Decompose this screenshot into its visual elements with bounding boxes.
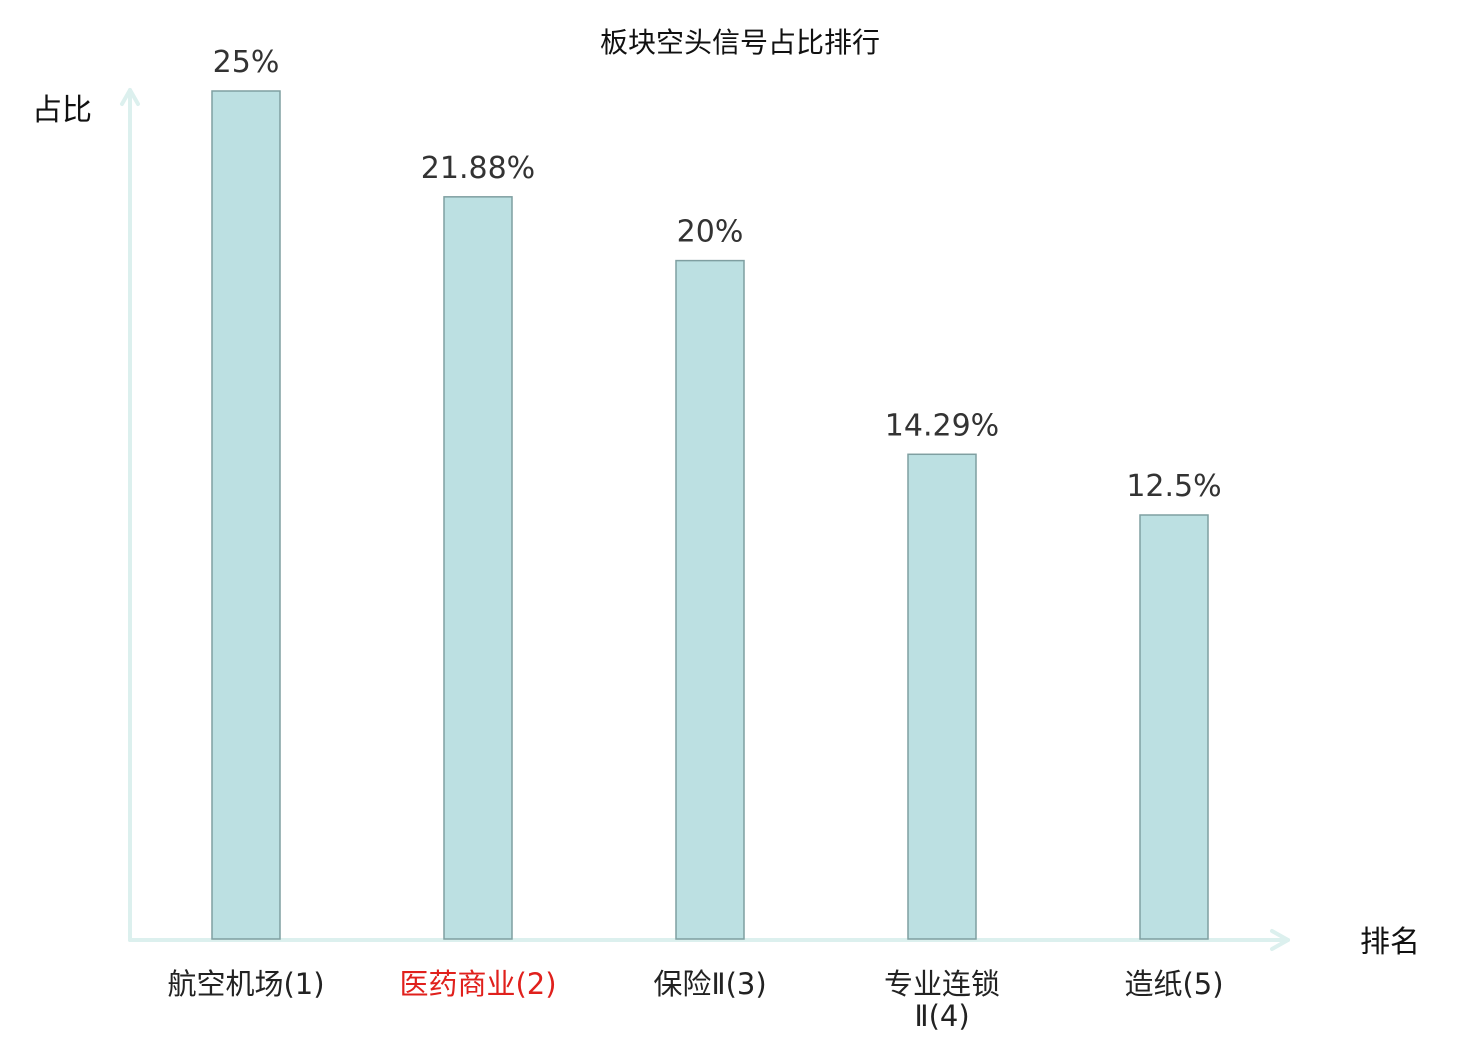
value-label-1: 25%	[213, 45, 280, 80]
value-label-3: 20%	[677, 215, 744, 250]
bar-5	[1139, 514, 1209, 940]
value-labels-group: 25% 21.88% 20% 14.29% 12.5%	[213, 45, 1222, 504]
bar-1	[211, 90, 281, 940]
category-label-5: 造纸(5)	[1124, 967, 1223, 1001]
value-label-5: 12.5%	[1126, 469, 1221, 504]
y-axis-arrow-icon	[120, 88, 140, 106]
value-label-2: 21.88%	[421, 151, 535, 186]
x-axis-label: 排名	[1360, 925, 1420, 960]
category-label-4-line-1: 专业连锁	[884, 967, 1000, 1001]
bars-group	[211, 90, 1209, 940]
axes	[120, 88, 1290, 951]
bar-3	[675, 259, 745, 940]
bar-4	[907, 453, 977, 940]
category-label-4-line-2: Ⅱ(4)	[914, 999, 969, 1033]
value-label-4: 14.29%	[885, 408, 999, 443]
bar-2	[443, 196, 513, 940]
chart-title: 板块空头信号占比排行	[600, 26, 880, 59]
x-axis-arrow-icon	[1270, 929, 1290, 951]
category-label-2: 医药商业(2)	[399, 967, 556, 1001]
category-label-3: 保险Ⅱ(3)	[653, 967, 766, 1001]
y-axis-label: 占比	[32, 93, 92, 128]
category-label-1: 航空机场(1)	[167, 967, 324, 1001]
